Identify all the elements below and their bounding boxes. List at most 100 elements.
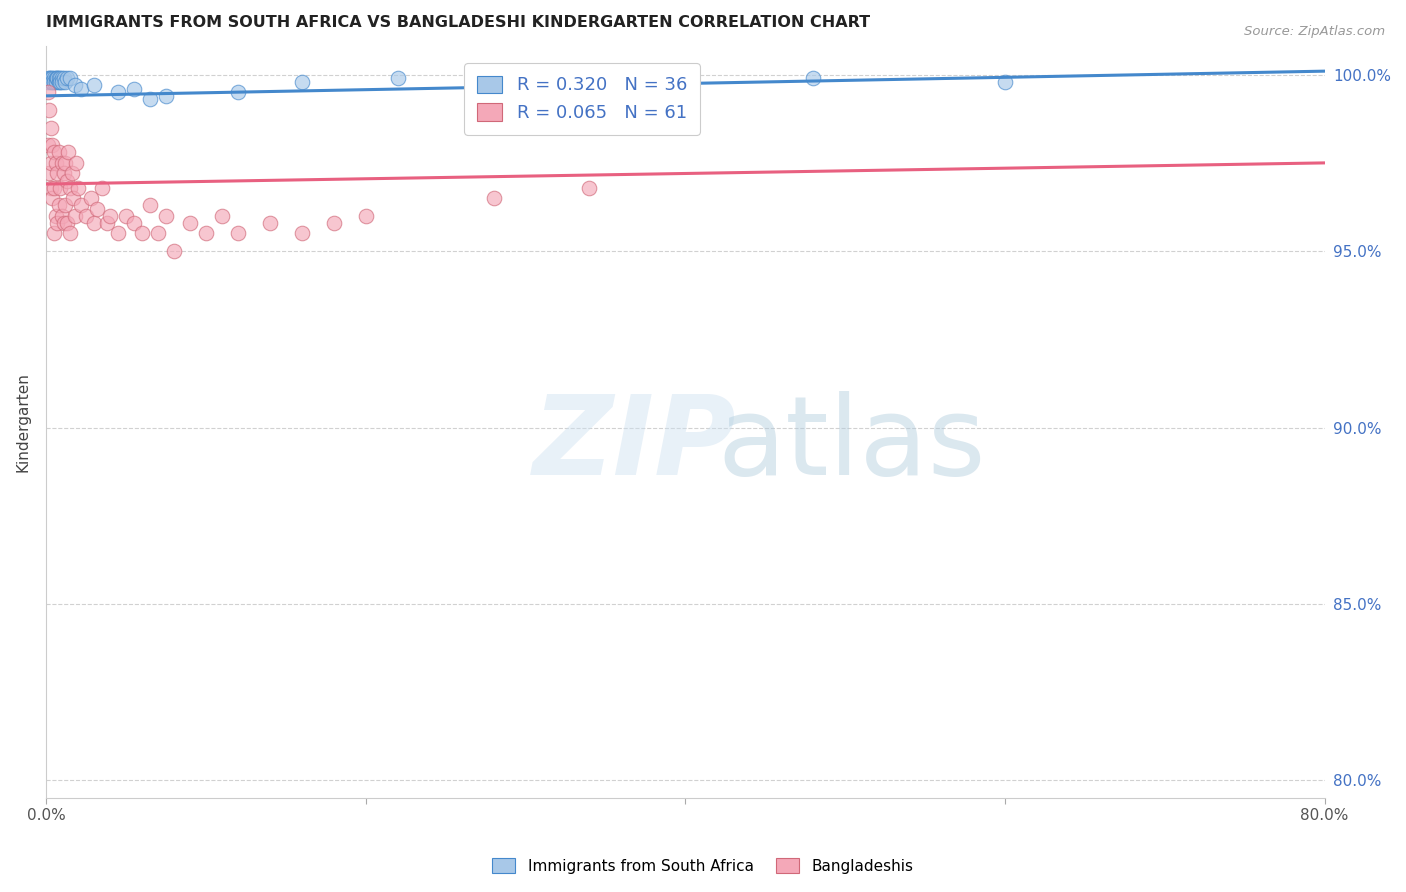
Point xyxy=(49,71,72,86)
Point xyxy=(122,82,145,96)
Point xyxy=(96,216,118,230)
Point xyxy=(41,75,63,89)
Point xyxy=(53,198,76,212)
Point xyxy=(75,209,97,223)
Point xyxy=(90,180,112,194)
Point xyxy=(42,227,65,241)
Text: ZIP: ZIP xyxy=(533,392,735,499)
Point xyxy=(45,75,67,89)
Point xyxy=(39,75,62,89)
Point xyxy=(59,71,82,86)
Point xyxy=(42,145,65,160)
Point xyxy=(578,75,600,89)
Point xyxy=(48,198,70,212)
Point xyxy=(146,227,169,241)
Point xyxy=(45,209,67,223)
Point xyxy=(37,85,59,99)
Text: Source: ZipAtlas.com: Source: ZipAtlas.com xyxy=(1244,25,1385,38)
Point xyxy=(49,180,72,194)
Point xyxy=(155,209,177,223)
Point xyxy=(39,156,62,170)
Point xyxy=(226,85,249,99)
Point xyxy=(55,216,77,230)
Point xyxy=(179,216,201,230)
Point xyxy=(86,202,108,216)
Point xyxy=(55,173,77,187)
Point xyxy=(131,227,153,241)
Point xyxy=(42,75,65,89)
Point xyxy=(42,180,65,194)
Point xyxy=(39,180,62,194)
Point xyxy=(291,227,314,241)
Text: IMMIGRANTS FROM SOUTH AFRICA VS BANGLADESHI KINDERGARTEN CORRELATION CHART: IMMIGRANTS FROM SOUTH AFRICA VS BANGLADE… xyxy=(46,15,870,30)
Y-axis label: Kindergarten: Kindergarten xyxy=(15,372,30,472)
Point xyxy=(42,71,65,86)
Point xyxy=(115,209,138,223)
Point xyxy=(83,216,105,230)
Point xyxy=(98,209,121,223)
Point xyxy=(41,191,63,205)
Point xyxy=(46,166,69,180)
Point xyxy=(45,156,67,170)
Point xyxy=(107,85,129,99)
Point xyxy=(107,227,129,241)
Point xyxy=(387,71,409,86)
Point xyxy=(994,75,1017,89)
Point xyxy=(354,209,377,223)
Point xyxy=(58,145,80,160)
Point xyxy=(59,227,82,241)
Point xyxy=(51,71,73,86)
Legend: Immigrants from South Africa, Bangladeshis: Immigrants from South Africa, Bangladesh… xyxy=(486,852,920,880)
Legend: R = 0.320   N = 36, R = 0.065   N = 61: R = 0.320 N = 36, R = 0.065 N = 61 xyxy=(464,63,700,135)
Point xyxy=(60,166,83,180)
Point xyxy=(163,244,186,259)
Point xyxy=(53,75,76,89)
Point xyxy=(52,71,75,86)
Point xyxy=(66,180,89,194)
Point xyxy=(45,71,67,86)
Point xyxy=(52,216,75,230)
Point xyxy=(52,166,75,180)
Point xyxy=(38,71,60,86)
Point xyxy=(155,88,177,103)
Point xyxy=(39,120,62,135)
Point xyxy=(37,138,59,153)
Point xyxy=(46,71,69,86)
Point xyxy=(51,209,73,223)
Point xyxy=(122,216,145,230)
Point xyxy=(49,75,72,89)
Point xyxy=(51,75,73,89)
Point xyxy=(482,191,505,205)
Point xyxy=(139,198,162,212)
Point xyxy=(39,71,62,86)
Point xyxy=(46,216,69,230)
Point xyxy=(211,209,233,223)
Point xyxy=(38,166,60,180)
Point xyxy=(38,103,60,117)
Point xyxy=(291,75,314,89)
Point xyxy=(51,156,73,170)
Point xyxy=(259,216,281,230)
Point xyxy=(322,216,344,230)
Point xyxy=(48,75,70,89)
Text: atlas: atlas xyxy=(717,392,986,499)
Point xyxy=(226,227,249,241)
Point xyxy=(62,191,84,205)
Point xyxy=(41,71,63,86)
Point xyxy=(83,78,105,93)
Point xyxy=(70,82,93,96)
Point xyxy=(578,180,600,194)
Point xyxy=(55,71,77,86)
Point xyxy=(53,156,76,170)
Point xyxy=(63,78,86,93)
Point xyxy=(41,138,63,153)
Point xyxy=(70,198,93,212)
Point xyxy=(801,71,824,86)
Point xyxy=(65,156,87,170)
Point xyxy=(139,92,162,106)
Point xyxy=(48,145,70,160)
Point xyxy=(37,75,59,89)
Point xyxy=(46,71,69,86)
Point xyxy=(48,71,70,86)
Point xyxy=(63,209,86,223)
